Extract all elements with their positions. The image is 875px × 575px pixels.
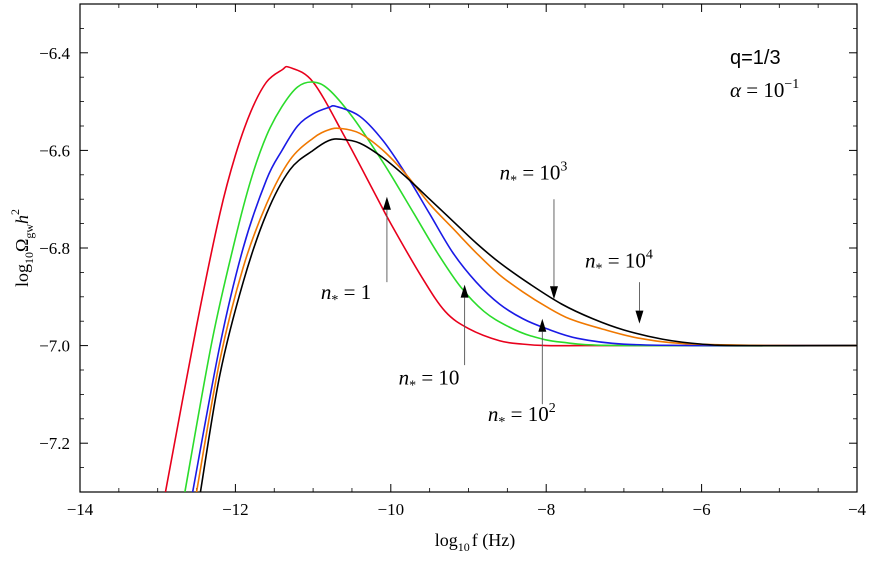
annotation-exponent: 4: [646, 248, 653, 263]
annotation-arrow-head: [635, 310, 644, 324]
series-curves: [164, 65, 857, 492]
annotation-eq: = 10: [416, 366, 459, 390]
series-line-3: [195, 127, 857, 492]
param-alpha: α = 10−1: [730, 77, 799, 102]
series-line-4: [199, 138, 857, 492]
x-tick-label: −6: [693, 500, 711, 519]
series-line-2: [191, 105, 857, 492]
annotation-star: *: [409, 379, 416, 394]
series-line-0: [164, 65, 857, 492]
annotation-arrow-head: [549, 286, 558, 300]
annotation-star: *: [331, 293, 338, 308]
series-line-1: [184, 81, 857, 492]
annotation-arrow-head: [538, 318, 547, 332]
x-tick-label: −4: [848, 500, 867, 519]
x-tick-label: −14: [67, 500, 94, 519]
annotation-n-symbol: n: [399, 366, 410, 390]
annotation-label-n100: n* = 102: [488, 401, 556, 430]
annotation-eq: = 10: [603, 249, 646, 273]
axis-ticks: −14 −12 −10 −8 −6 −4 −6.4 −6.6 −6.8 −7.0 −7.2: [39, 3, 867, 519]
annotation-label-n10: n* = 10: [399, 366, 460, 394]
annotation-label-n10000: n* = 104: [585, 248, 653, 277]
annotation-eq: = 1: [338, 280, 371, 304]
annotation-label-n1: n* = 1: [321, 280, 371, 308]
x-tick-label: −8: [537, 500, 555, 519]
annotation-eq: = 10: [505, 402, 548, 426]
annotation-arrow-head: [382, 196, 391, 210]
x-tick-label: −10: [378, 500, 405, 519]
x-tick-label: −12: [222, 500, 249, 519]
annotation-arrow-head: [460, 284, 469, 298]
annotation-n-symbol: n: [500, 161, 511, 185]
y-tick-label: −7.2: [39, 434, 70, 453]
y-tick-label: −6.8: [39, 239, 70, 258]
param-q: q=1/3: [730, 47, 781, 69]
x-axis-title: log10 f (Hz): [435, 530, 516, 554]
annotation-star: *: [498, 415, 505, 430]
annotation-exponent: 2: [549, 401, 556, 416]
y-axis-title: log10Ωgwh2: [8, 209, 36, 287]
annotation-star: *: [510, 174, 517, 189]
y-tick-label: −6.6: [39, 141, 70, 160]
annotation-label-n1000: n* = 103: [500, 160, 568, 189]
annotation-exponent: 3: [560, 160, 567, 175]
annotation-n-symbol: n: [321, 280, 332, 304]
annotation-n-symbol: n: [585, 249, 596, 273]
annotation-n-symbol: n: [488, 402, 499, 426]
annotation-eq: = 10: [517, 161, 560, 185]
annotation-star: *: [596, 262, 603, 277]
y-tick-label: −6.4: [39, 44, 70, 63]
y-tick-label: −7.0: [39, 337, 70, 356]
